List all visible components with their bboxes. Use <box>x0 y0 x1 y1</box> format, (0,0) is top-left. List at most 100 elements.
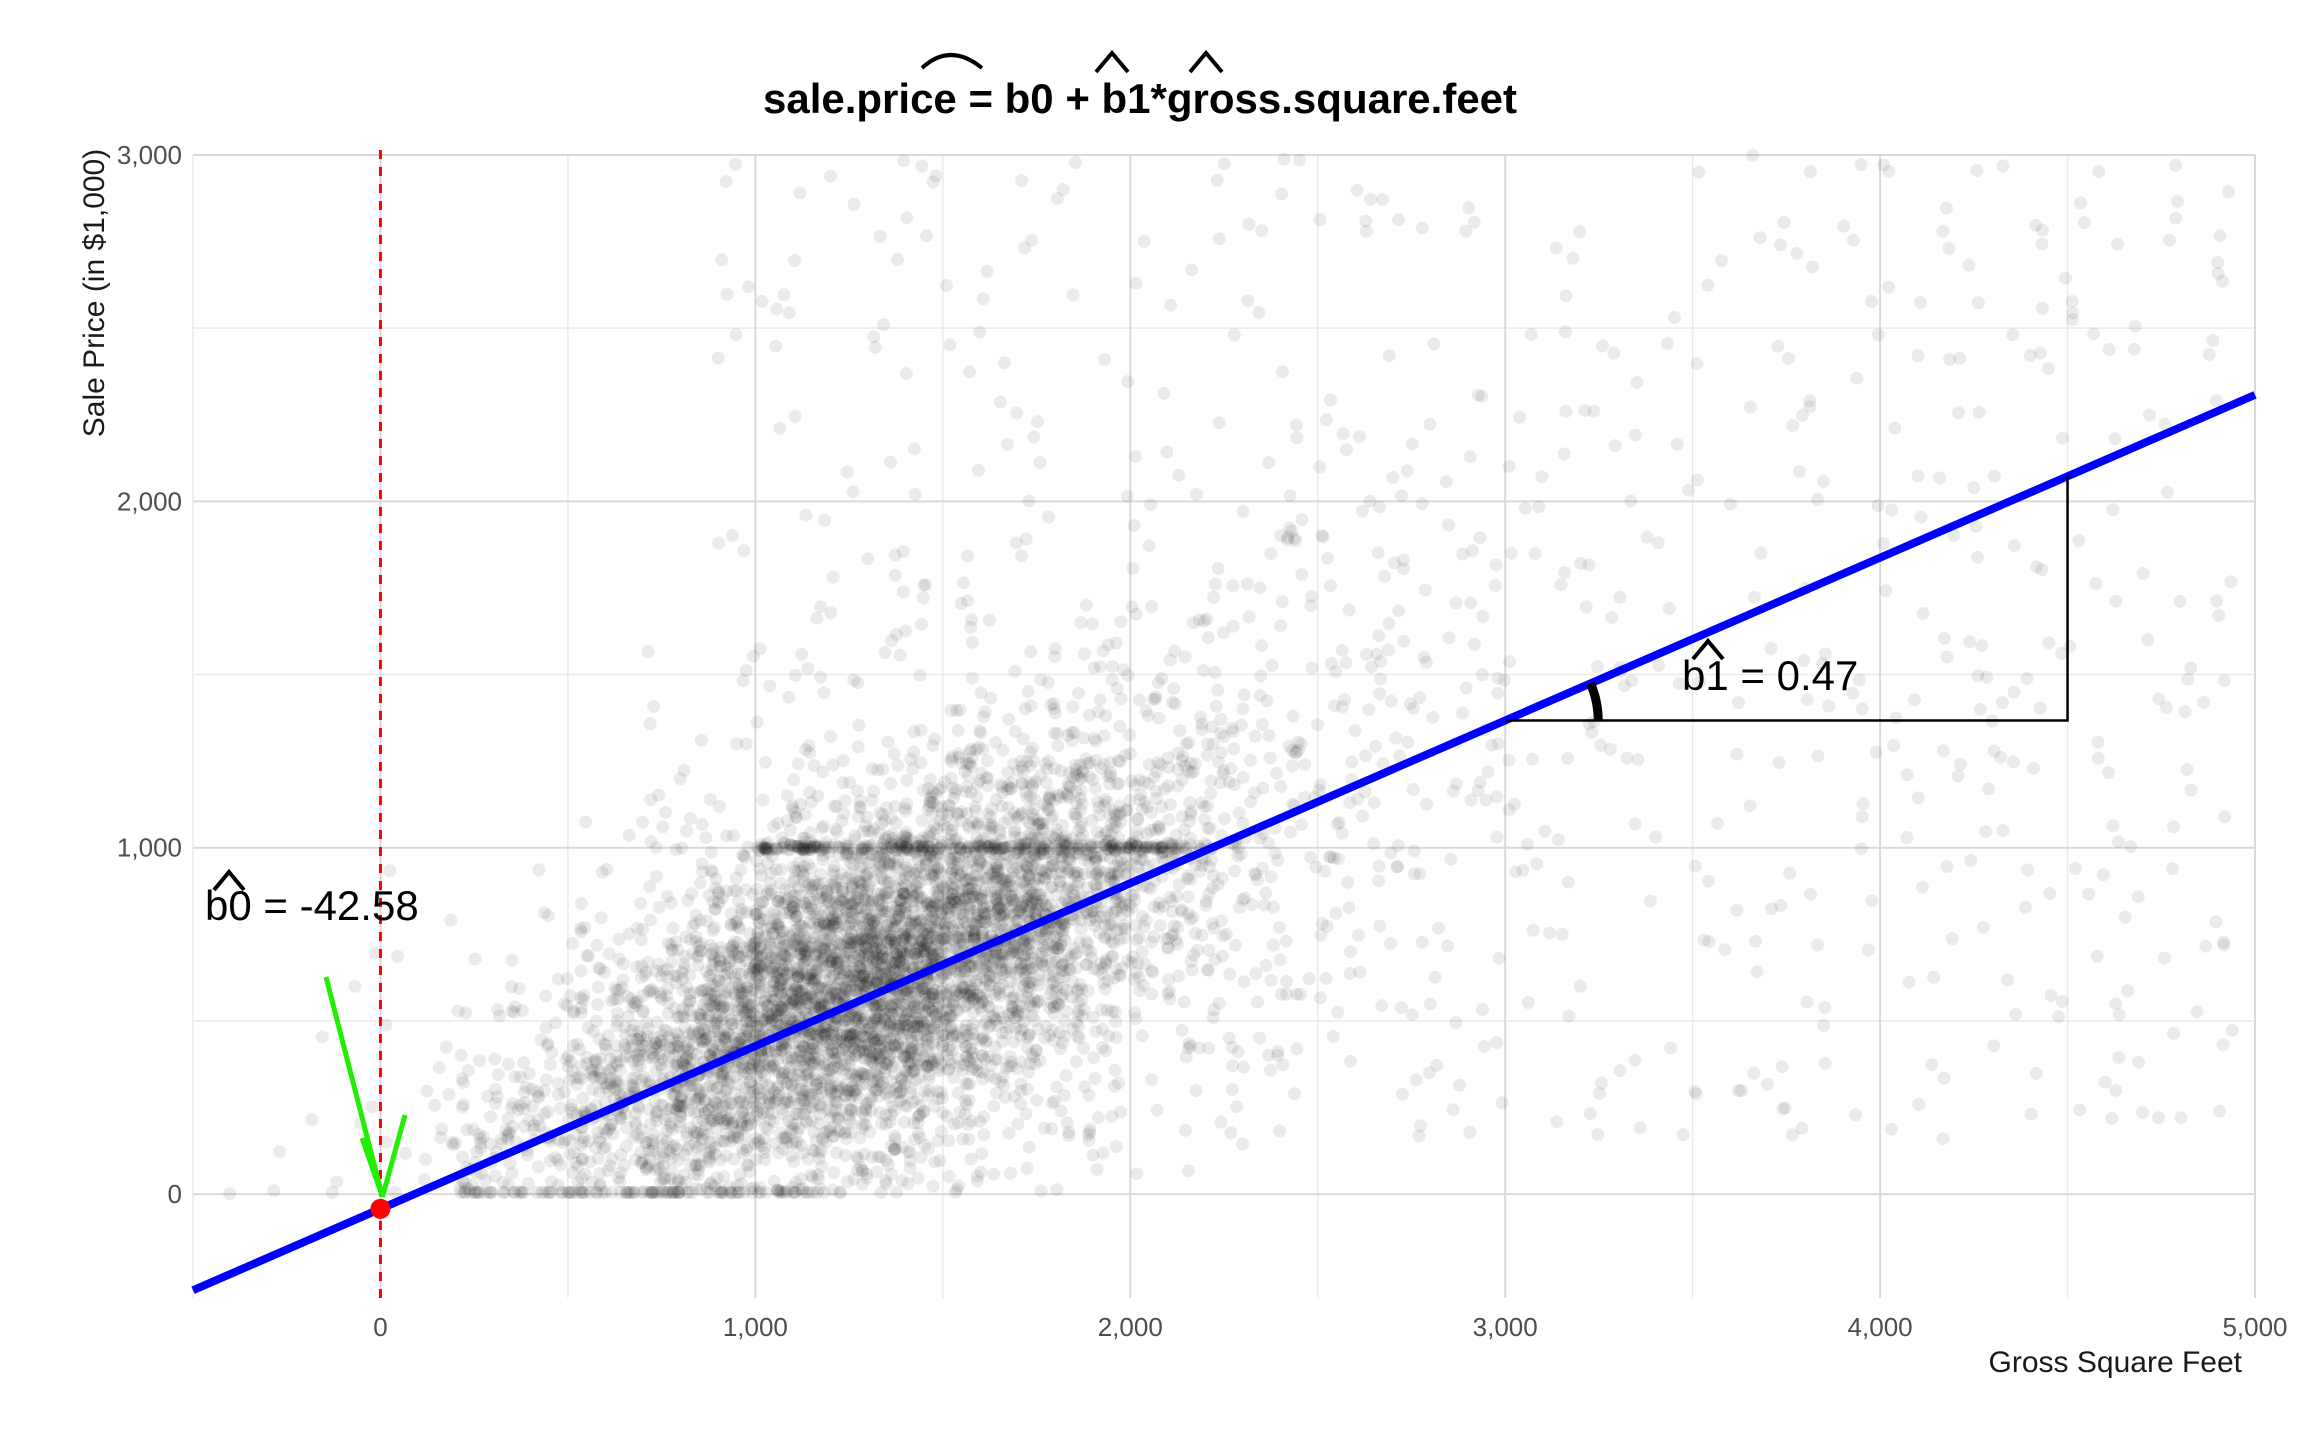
data-point <box>1117 898 1131 912</box>
data-point <box>897 887 911 901</box>
data-point <box>872 898 886 912</box>
data-point <box>699 982 713 996</box>
data-point <box>650 1105 664 1119</box>
data-point <box>806 917 820 931</box>
data-point <box>935 932 949 946</box>
data-point <box>890 1086 904 1100</box>
data-point <box>972 853 986 867</box>
data-point <box>939 844 953 858</box>
data-point <box>786 901 800 915</box>
data-point <box>1069 865 1083 879</box>
data-point <box>1097 729 1111 743</box>
data-point <box>822 964 836 978</box>
data-point <box>1127 888 1141 902</box>
data-point <box>945 750 959 763</box>
data-point <box>812 980 826 994</box>
data-point <box>657 1053 671 1067</box>
data-point <box>539 989 553 1003</box>
data-point <box>1208 953 1222 966</box>
data-point <box>1014 831 1027 845</box>
data-point <box>852 1010 866 1024</box>
data-point <box>1071 1008 1085 1021</box>
data-point <box>851 986 864 1000</box>
data-point <box>774 1184 788 1198</box>
data-point <box>1024 976 1038 990</box>
data-point <box>1001 870 1015 884</box>
data-point <box>845 932 859 946</box>
data-point <box>717 1065 731 1079</box>
data-point <box>814 909 828 923</box>
data-point <box>949 783 963 797</box>
data-point <box>859 1118 873 1132</box>
data-point <box>1012 964 1026 977</box>
data-point <box>729 1186 743 1200</box>
data-point <box>613 1063 627 1077</box>
data-point <box>658 1171 672 1185</box>
data-point <box>831 1056 845 1070</box>
data-point <box>957 576 970 590</box>
data-point <box>1014 1055 1028 1069</box>
data-point <box>458 1185 472 1199</box>
data-point <box>817 686 831 700</box>
data-point <box>901 983 915 997</box>
data-point <box>680 1049 694 1063</box>
data-point <box>1331 1005 1345 1019</box>
data-point <box>365 1100 379 1114</box>
data-point <box>1086 773 1100 787</box>
data-point <box>849 1083 863 1097</box>
data-point <box>660 962 674 976</box>
data-point <box>884 857 898 871</box>
data-point <box>865 1068 878 1082</box>
data-point <box>1040 899 1053 913</box>
data-point <box>828 877 842 891</box>
data-point <box>874 1150 888 1164</box>
data-point <box>869 976 883 990</box>
data-point <box>514 1185 528 1199</box>
data-point <box>975 926 989 940</box>
data-point <box>892 908 906 922</box>
data-point <box>1046 859 1060 872</box>
data-point <box>918 1005 932 1019</box>
data-point <box>995 1026 1009 1040</box>
data-point <box>750 882 764 896</box>
data-point <box>1035 863 1049 877</box>
data-point <box>877 907 891 921</box>
data-point <box>576 993 590 1007</box>
data-point <box>838 966 852 980</box>
data-point <box>1270 766 1284 780</box>
data-point <box>841 1175 855 1189</box>
data-point <box>1050 929 1064 943</box>
data-point <box>772 1004 786 1017</box>
data-point <box>786 1180 800 1194</box>
data-point <box>837 1042 850 1056</box>
data-point <box>644 793 658 807</box>
data-point <box>1018 949 1032 963</box>
data-point <box>817 1185 831 1199</box>
data-point <box>919 945 933 959</box>
data-point <box>888 956 902 970</box>
data-point <box>968 868 982 882</box>
data-point <box>1259 886 1273 900</box>
data-point <box>980 907 994 921</box>
data-point <box>1024 790 1037 804</box>
data-point <box>898 997 912 1011</box>
data-point <box>1005 860 1019 874</box>
data-point <box>857 978 871 992</box>
data-point <box>1075 797 1089 811</box>
data-point <box>666 921 680 935</box>
data-point <box>656 1132 670 1146</box>
data-point <box>895 881 909 895</box>
data-point <box>751 961 765 975</box>
data-point <box>828 1053 842 1067</box>
data-point <box>880 972 894 986</box>
data-point <box>864 1090 878 1104</box>
data-point <box>1140 827 1154 841</box>
data-point <box>1130 840 1144 854</box>
data-point <box>981 779 995 793</box>
data-point <box>897 887 911 901</box>
data-point <box>840 898 854 912</box>
data-point <box>930 947 944 961</box>
data-point <box>825 987 839 1001</box>
data-point <box>1037 959 1051 973</box>
data-point <box>1166 927 1180 941</box>
